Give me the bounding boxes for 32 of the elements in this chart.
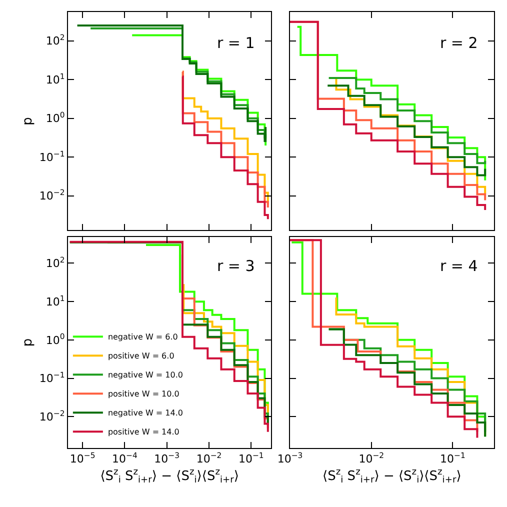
y-tick-label: 10$^{2}$ bbox=[46, 33, 65, 48]
x-tick-label: 10$^{−4}$ bbox=[112, 450, 138, 466]
y-tick-label: 10$^{−1}$ bbox=[39, 370, 65, 386]
y-tick-label: 10$^{−2}$ bbox=[39, 188, 65, 203]
x-tick-label: 10$^{−2}$ bbox=[358, 450, 384, 466]
x-tick-label: 10$^{−2}$ bbox=[196, 450, 222, 466]
annotation: r = 2 bbox=[440, 34, 478, 52]
y-axis-title: p bbox=[20, 117, 36, 126]
y-tick-label: 10$^{0}$ bbox=[46, 332, 65, 347]
text: ⟨S$^{z}$$_{i}$ S$^{z}$$_{i+r}$⟩ − ⟨S$^{z}$$_{i}$⟩⟨S$^{z}$$_{i+r}$⟩ bbox=[322, 468, 462, 486]
x-tick-label: 10$^{−5}$ bbox=[70, 450, 96, 466]
annotation: r = 1 bbox=[217, 34, 255, 52]
text: ⟨S$^{z}$$_{i}$ S$^{z}$$_{i+r}$⟩ − ⟨S$^{z}$$_{i}$⟩⟨S$^{z}$$_{i+r}$⟩ bbox=[100, 468, 239, 486]
y-tick-label: 10$^{1}$ bbox=[46, 72, 65, 86]
legend-label: negative W = 14.0 bbox=[108, 408, 183, 418]
legend-label: positive W = 10.0 bbox=[108, 390, 180, 399]
x-tick-label: 10$^{−3}$ bbox=[277, 450, 303, 466]
x-tick-label: 10$^{−1}$ bbox=[440, 450, 466, 466]
legend-label: negative W = 6.0 bbox=[108, 332, 178, 342]
y-axis-title: p bbox=[20, 338, 36, 347]
annotation: r = 4 bbox=[440, 257, 478, 275]
y-tick-label: 10$^{0}$ bbox=[46, 110, 65, 126]
y-tick-label: 10$^{1}$ bbox=[46, 294, 65, 308]
annotation: r = 3 bbox=[217, 257, 255, 275]
x-tick-label: 10$^{−3}$ bbox=[154, 450, 180, 466]
y-tick-label: 10$^{2}$ bbox=[46, 255, 65, 270]
x-tick-label: 10$^{−1}$ bbox=[238, 450, 264, 466]
legend-label: positive W = 14.0 bbox=[108, 428, 180, 437]
legend-label: positive W = 6.0 bbox=[108, 352, 174, 361]
legend-label: negative W = 10.0 bbox=[108, 370, 183, 380]
y-tick-label: 10$^{−1}$ bbox=[39, 149, 65, 164]
y-tick-label: 10$^{−2}$ bbox=[39, 408, 65, 424]
